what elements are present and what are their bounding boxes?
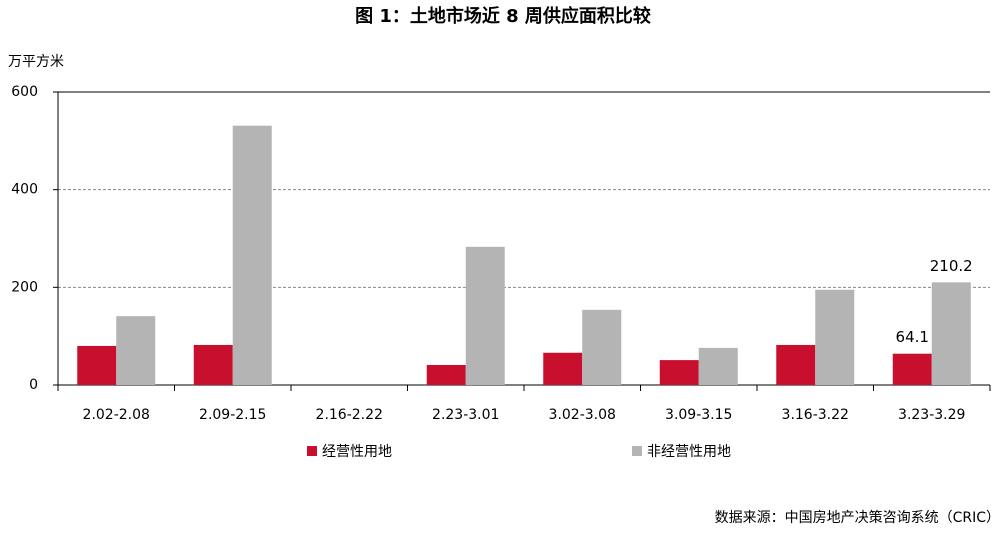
bar (815, 289, 855, 385)
source-note: 数据来源：中国房地产决策咨询系统（CRIC） (715, 509, 1000, 526)
bar (892, 353, 932, 385)
x-tick-label: 3.16-3.22 (782, 407, 849, 423)
y-tick-label: 0 (29, 377, 38, 393)
x-tick-label: 3.23-3.29 (898, 407, 965, 423)
x-tick-label: 2.23-3.01 (432, 407, 499, 423)
data-label: 64.1 (896, 328, 929, 346)
bar (193, 344, 233, 385)
legend-label: 非经营性用地 (647, 444, 731, 460)
x-tick-label: 2.09-2.15 (199, 407, 266, 423)
y-axis-label: 万平方米 (8, 54, 64, 70)
y-tick-label: 400 (11, 182, 38, 198)
legend-swatch (307, 446, 317, 456)
bar (776, 344, 816, 385)
bar (232, 125, 272, 385)
y-tick-label: 600 (11, 84, 38, 100)
bar (931, 282, 971, 385)
data-label: 210.2 (930, 257, 973, 275)
y-tick-label: 200 (11, 279, 38, 295)
legend-swatch (632, 446, 642, 456)
x-tick-label: 3.09-3.15 (665, 407, 732, 423)
x-tick-label: 2.16-2.22 (316, 407, 383, 423)
x-tick-label: 2.02-2.08 (83, 407, 150, 423)
bar (543, 352, 583, 385)
x-tick-label: 3.02-3.08 (549, 407, 616, 423)
bar (426, 364, 466, 385)
bar (465, 246, 505, 385)
chart-title: 图 1：土地市场近 8 周供应面积比较 (355, 5, 651, 27)
bar (698, 347, 738, 385)
bar (582, 309, 622, 385)
bar (116, 316, 156, 385)
legend-label: 经营性用地 (322, 444, 392, 460)
bar (77, 345, 117, 385)
bar (659, 360, 699, 385)
